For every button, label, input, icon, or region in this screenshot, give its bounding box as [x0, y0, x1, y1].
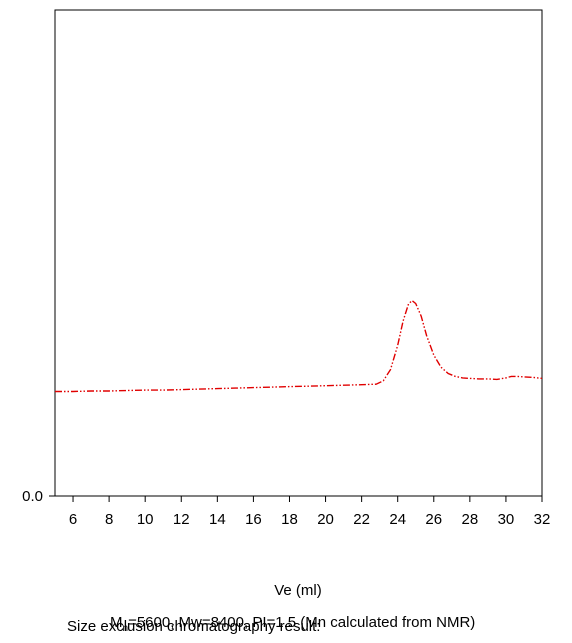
x-tick-label: 20 [317, 511, 334, 528]
legend-label-subscript: n [122, 623, 129, 634]
x-tick-label: 28 [462, 511, 479, 528]
x-tick-label: 22 [353, 511, 370, 528]
legend-label-prefix: M [110, 614, 123, 631]
plot-area-frame [54, 9, 543, 497]
x-tick-label: 6 [69, 511, 77, 528]
x-tick-label: 8 [105, 511, 113, 528]
legend-label-rest: =5600, Mw=8400, PI=1.5 (Mn calculated fr… [128, 614, 476, 631]
x-tick-label: 16 [245, 511, 262, 528]
x-tick-label: 30 [498, 511, 515, 528]
x-axis-title: Ve (ml) [274, 582, 322, 599]
x-axis: 6 8 10 12 14 16 18 20 22 24 26 28 30 32 [69, 496, 550, 528]
y-tick-label: 0.0 [22, 488, 43, 505]
x-tick-label: 24 [389, 511, 406, 528]
x-tick-label: 32 [534, 511, 551, 528]
x-tick-label: 18 [281, 511, 298, 528]
x-tick-label: 12 [173, 511, 190, 528]
legend-entry: Mn=5600, Mw=8400, PI=1.5 (Mn calculated … [110, 614, 475, 638]
x-tick-label: 26 [425, 511, 442, 528]
x-tick-label: 10 [137, 511, 154, 528]
x-tick-label: 14 [209, 511, 226, 528]
legend-caption: Size exclusion chromatography result: [67, 618, 320, 635]
series-line-sec-trace [55, 299, 543, 393]
y-axis: 0.0 [22, 488, 55, 505]
